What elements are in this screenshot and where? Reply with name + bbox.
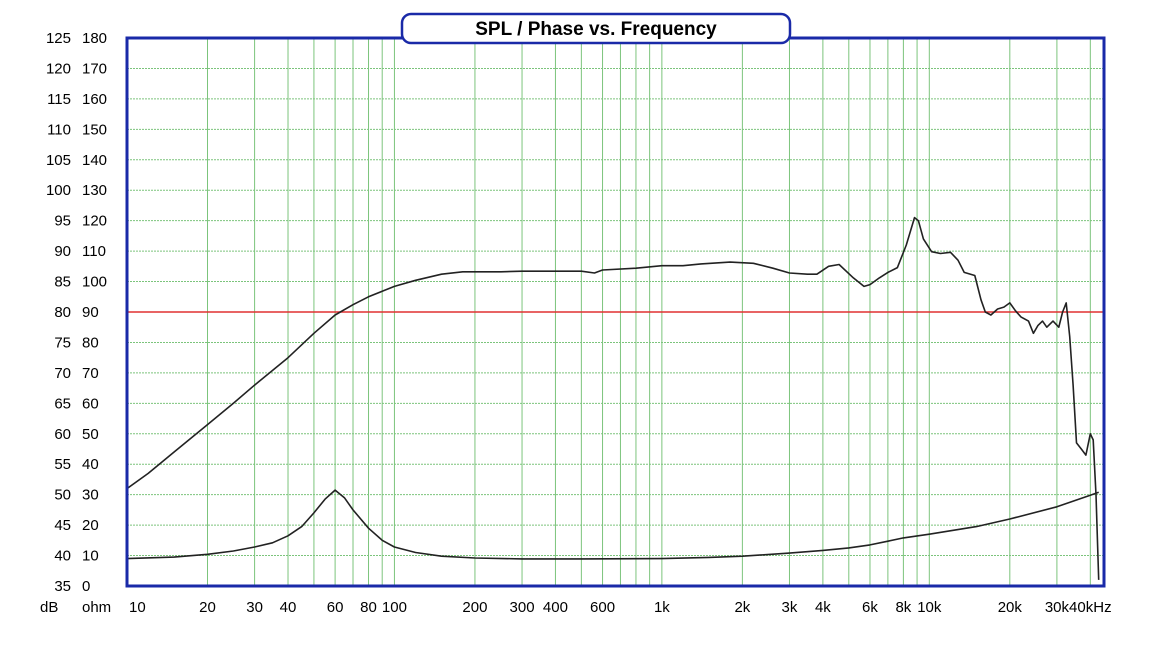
x-tick-label: 400 [543,599,568,616]
series-layer [126,216,1100,580]
x-tick-label: 8k [895,599,911,616]
x-tick-label: 100 [382,599,407,616]
x-tick-label: 1k [654,599,670,616]
y2-tick-label: 130 [82,182,107,199]
y2-tick-label: 120 [82,213,107,230]
y-tick-label: 120 [46,60,71,77]
x-tick-label: 30k [1045,599,1070,616]
y2-tick-label: 150 [82,121,107,138]
y2-tick-label: 0 [82,578,90,595]
y2-tick-label: 60 [82,395,99,412]
chart-title: SPL / Phase vs. Frequency [475,19,717,40]
label-layer: 1251201151101051009590858075706560555045… [40,30,1112,616]
x-tick-label: 2k [734,599,750,616]
impedance-curve [126,489,1099,560]
x-tick-label: 60 [327,599,344,616]
x-tick-label: 3k [782,599,798,616]
x-tick-label: 600 [590,599,615,616]
x-tick-label: 20k [998,599,1023,616]
y2-tick-label: 20 [82,517,99,534]
x-tick-label: 40 [280,599,297,616]
y2-tick-label: 160 [82,91,107,108]
x-tick-label: 30 [246,599,263,616]
y-unit-label: dB [40,599,58,616]
x-tick-label: 20 [199,599,216,616]
title-box [400,12,792,45]
x-tick-label: 4k [815,599,831,616]
y2-tick-label: 30 [82,487,99,504]
y-tick-label: 65 [54,395,71,412]
x-tick-label: 10k [917,599,942,616]
y-tick-label: 70 [54,365,71,382]
y2-tick-label: 50 [82,426,99,443]
y-tick-label: 100 [46,182,71,199]
x-tick-label: 10 [129,599,146,616]
y-tick-label: 45 [54,517,71,534]
y-tick-label: 40 [54,548,71,565]
chart-title-box: SPL / Phase vs. Frequency [400,12,792,45]
y-tick-label: 95 [54,213,71,230]
y2-tick-label: 110 [82,243,106,260]
y2-tick-label: 40 [82,456,99,473]
y2-tick-label: 180 [82,30,107,47]
y-tick-label: 125 [46,30,71,47]
x-tick-label: 40kHz [1069,599,1112,616]
y-tick-label: 110 [47,121,71,138]
x-tick-label: 80 [360,599,377,616]
spl-curve [126,216,1100,580]
y-tick-label: 60 [54,426,71,443]
x-tick-label: 200 [462,599,487,616]
y-tick-label: 85 [54,274,71,291]
y-tick-label: 80 [54,304,71,321]
y2-unit-label: ohm [82,599,111,616]
y-tick-label: 90 [54,243,71,260]
y2-tick-label: 90 [82,304,99,321]
y2-tick-label: 10 [82,548,99,565]
y-tick-label: 50 [54,487,71,504]
y-tick-label: 75 [54,334,71,351]
y-tick-label: 115 [47,91,71,108]
y-tick-label: 35 [54,578,71,595]
y-tick-label: 105 [46,152,71,169]
y2-tick-label: 100 [82,274,107,291]
y2-tick-label: 140 [82,152,107,169]
y2-tick-label: 70 [82,365,99,382]
x-tick-label: 6k [862,599,878,616]
y2-tick-label: 170 [82,60,107,77]
y2-tick-label: 80 [82,334,99,351]
x-tick-label: 300 [510,599,535,616]
y-tick-label: 55 [54,456,71,473]
